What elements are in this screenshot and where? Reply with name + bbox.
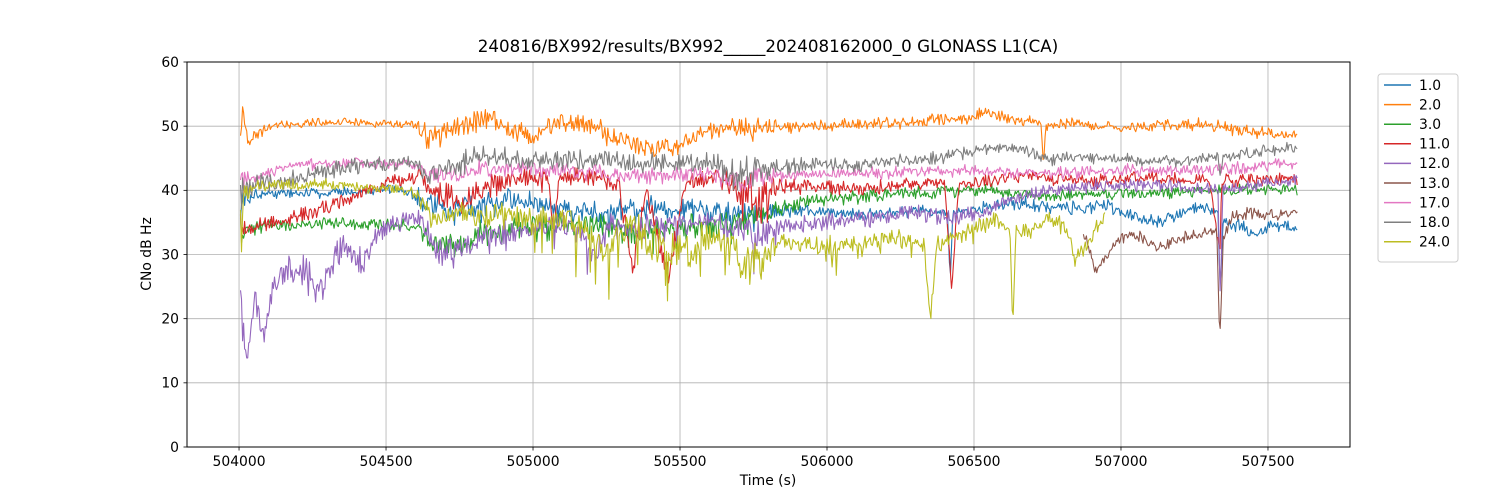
y-tick-label: 40: [161, 183, 179, 199]
x-tick-label: 507500: [1241, 454, 1294, 470]
legend-entry-label: 18.0: [1419, 215, 1450, 231]
x-tick-label: 505000: [507, 454, 560, 470]
series-line-24.0: [239, 177, 1106, 319]
data-series: [239, 106, 1298, 359]
axis-ticks: 504000 504500 505000 505500 506000 506500 5070…: [161, 55, 1294, 470]
x-tick-label: 505500: [653, 454, 706, 470]
x-tick-label: 507000: [1094, 454, 1147, 470]
x-tick-label: 504000: [213, 454, 266, 470]
legend-entry-label: 24.0: [1419, 235, 1450, 251]
x-tick-label: 506000: [800, 454, 853, 470]
series-line-18.0: [239, 141, 1298, 210]
series-line-11.0: [239, 167, 1298, 289]
y-tick-label: 20: [161, 311, 179, 327]
legend-entry-label: 12.0: [1419, 156, 1450, 172]
y-tick-label: 30: [161, 247, 179, 263]
x-tick-label: 504500: [360, 454, 413, 470]
y-tick-label: 0: [170, 440, 179, 456]
legend-entry-label: 11.0: [1419, 137, 1450, 153]
y-tick-label: 10: [161, 376, 179, 392]
series-line-2.0: [239, 106, 1298, 161]
series-line-17.0: [239, 157, 1298, 194]
legend-entry-label: 1.0: [1419, 78, 1441, 94]
y-tick-label: 50: [161, 119, 179, 135]
legend-box: [1377, 73, 1459, 263]
series-line-3.0: [239, 182, 1298, 258]
legend-entry-label: 2.0: [1419, 97, 1441, 113]
x-tick-label: 506500: [947, 454, 1000, 470]
series-line-13.0: [1082, 206, 1298, 329]
series-line-12.0: [239, 174, 1298, 359]
legend: 1.0 2.0 3.0 11.0 12.0 13.0 17.0 18.0 24.0: [1377, 73, 1459, 263]
chart-title: 240816/BX992/results/BX992_____202408162…: [478, 36, 1059, 57]
legend-entry-label: 13.0: [1419, 176, 1450, 192]
y-tick-label: 60: [161, 55, 179, 71]
legend-entry-label: 17.0: [1419, 195, 1450, 211]
y-axis-label: CNo dB Hz: [139, 217, 155, 291]
legend-entry-label: 3.0: [1419, 117, 1441, 133]
x-axis-label: Time (s): [739, 473, 797, 489]
